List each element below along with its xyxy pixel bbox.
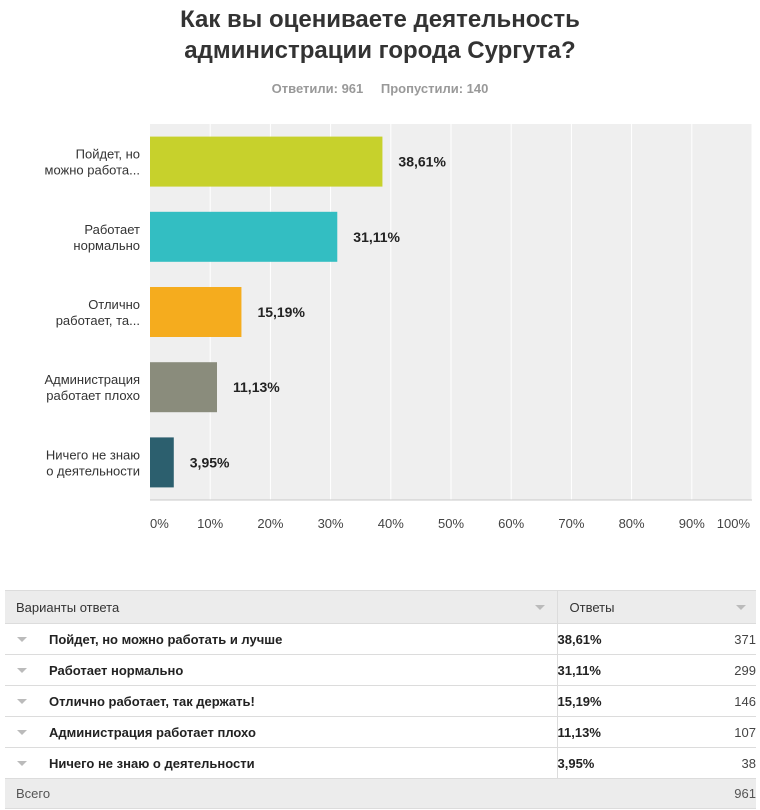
- category-label: о деятельности: [46, 463, 140, 478]
- answer-percent: 15,19%: [557, 685, 691, 717]
- category-label: Ничего не знаю: [46, 447, 140, 462]
- header-answer-options-label: Варианты ответа: [16, 599, 120, 615]
- chart-title: Как вы оцениваете деятельность администр…: [0, 4, 760, 66]
- sort-arrow-icon[interactable]: [534, 604, 545, 610]
- table-row: Ничего не знаю о деятельности 3,95% 38: [5, 747, 756, 779]
- chart-title-line-2: администрации города Сургута?: [184, 37, 576, 64]
- x-tick-label: 40%: [378, 516, 404, 531]
- category-label: Отлично: [88, 297, 140, 312]
- answer-count: 299: [690, 654, 756, 686]
- category-label: Администрация: [44, 372, 140, 387]
- x-tick-label: 0%: [150, 516, 169, 531]
- bar-value-label: 31,11%: [353, 229, 400, 245]
- bar: [150, 136, 383, 187]
- bar-value-label: 3,95%: [190, 454, 230, 470]
- answer-option-label: Отлично работает, так держать!: [49, 693, 255, 709]
- table-total-row: Всего 961: [5, 778, 756, 809]
- answer-count: 107: [690, 716, 756, 748]
- answer-percent: 31,11%: [557, 654, 691, 686]
- header-responses-label: Ответы: [569, 599, 615, 615]
- bar-chart: 0% 10% 20% 30% 40% 50% 60% 70% 80% 90% 100% 38,61% П…: [44, 124, 753, 531]
- x-tick-label: 70%: [558, 516, 584, 531]
- bar-value-label: 38,61%: [398, 154, 446, 170]
- bar-value-label: 11,13%: [233, 379, 280, 395]
- answer-option-cell: Пойдет, но можно работать и лучше: [5, 623, 558, 655]
- expand-arrow-icon[interactable]: [17, 636, 27, 642]
- total-label: Всего: [5, 778, 557, 809]
- bar-value-label: 15,19%: [257, 304, 305, 320]
- x-tick-label: 60%: [498, 516, 524, 531]
- answer-option-cell: Ничего не знаю о деятельности: [5, 747, 558, 779]
- bar: [150, 287, 242, 337]
- category-label: Работает: [84, 222, 140, 237]
- sort-arrow-icon[interactable]: [736, 604, 746, 610]
- bar: [150, 211, 338, 262]
- response-stats: Ответили: 961 Пропустили: 140: [0, 81, 760, 96]
- answer-option-label: Работает нормально: [49, 662, 184, 678]
- table-row: Отлично работает, так держать! 15,19% 146: [5, 685, 756, 717]
- x-tick-label: 10%: [197, 516, 223, 531]
- bar: [150, 437, 174, 488]
- answer-option-label: Пойдет, но можно работать и лучше: [49, 631, 283, 647]
- x-tick-label: 50%: [438, 516, 464, 531]
- results-table: Варианты ответа Ответы Пойдет, но можно …: [5, 590, 756, 809]
- table-row: Администрация работает плохо 11,13% 107: [5, 716, 756, 748]
- answer-option-cell: Работает нормально: [5, 654, 558, 686]
- expand-arrow-icon[interactable]: [17, 729, 27, 735]
- table-row: Пойдет, но можно работать и лучше 38,61% 3…: [5, 623, 756, 655]
- skipped-count: Пропустили: 140: [380, 81, 489, 96]
- answer-option-label: Администрация работает плохо: [49, 724, 256, 740]
- expand-arrow-icon[interactable]: [17, 667, 27, 673]
- answer-option-cell: Администрация работает плохо: [5, 716, 558, 748]
- expand-arrow-icon[interactable]: [17, 760, 27, 766]
- x-tick-label: 90%: [679, 516, 705, 531]
- header-responses[interactable]: Ответы: [557, 590, 756, 624]
- expand-arrow-icon[interactable]: [17, 698, 27, 704]
- header-answer-options[interactable]: Варианты ответа: [5, 590, 558, 624]
- x-tick-label: 100%: [717, 516, 751, 531]
- answer-count: 38: [690, 747, 756, 779]
- x-tick-label: 20%: [257, 516, 283, 531]
- category-label: нормально: [73, 238, 140, 253]
- category-label: можно работа...: [45, 163, 140, 178]
- answer-count: 146: [690, 685, 756, 717]
- category-label: Пойдет, но: [76, 147, 140, 162]
- bar: [150, 362, 218, 413]
- answer-count: 371: [690, 623, 756, 655]
- x-tick-label: 80%: [619, 516, 645, 531]
- answer-percent: 3,95%: [557, 747, 691, 779]
- chart-title-line-1: Как вы оцениваете деятельность: [180, 6, 580, 33]
- answer-percent: 38,61%: [557, 623, 691, 655]
- answer-option-label: Ничего не знаю о деятельности: [49, 755, 255, 771]
- answer-percent: 11,13%: [557, 716, 691, 748]
- answered-count: Ответили: 961: [271, 81, 364, 96]
- total-count: 961: [690, 778, 756, 809]
- answer-option-cell: Отлично работает, так держать!: [5, 685, 558, 717]
- table-row: Работает нормально 31,11% 299: [5, 654, 756, 686]
- category-label: работает плохо: [46, 388, 140, 403]
- x-tick-label: 30%: [318, 516, 344, 531]
- table-header-row: Варианты ответа Ответы: [5, 590, 756, 624]
- category-label: работает, та...: [56, 313, 140, 328]
